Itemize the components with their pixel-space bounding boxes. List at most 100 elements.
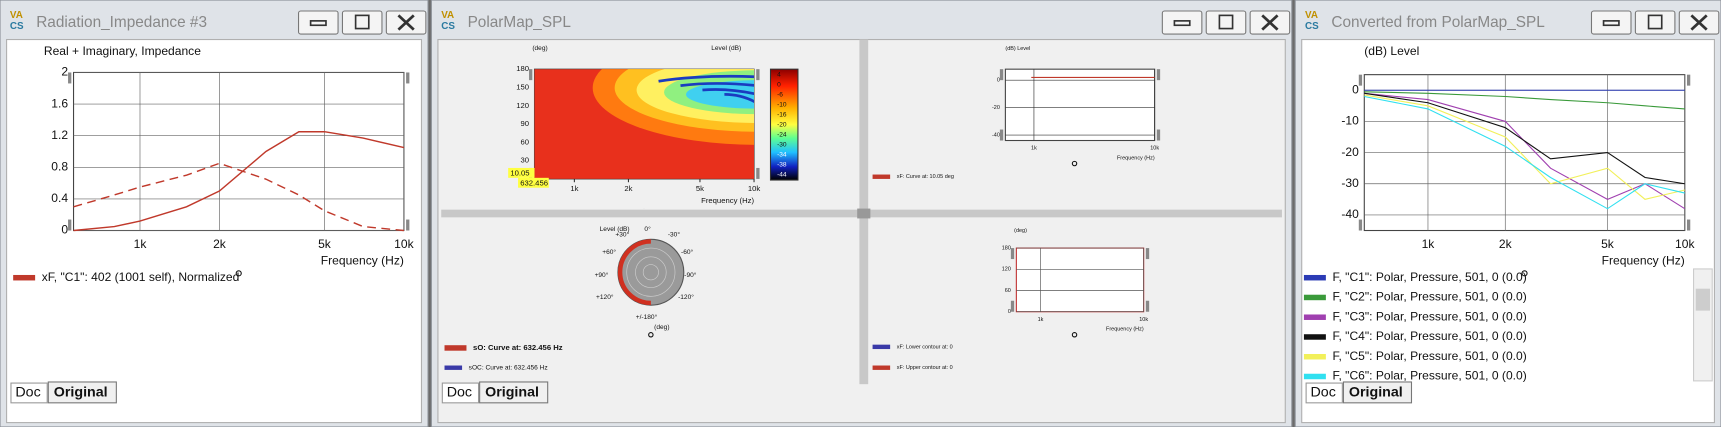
tab-label[interactable]: Doc (1311, 385, 1336, 401)
legend-label: sOC: Curve at: 632.456 Hz (469, 364, 548, 371)
chart-title: Real + Imaginary, Impedance (44, 44, 201, 58)
legend-swatch (872, 344, 891, 350)
legend-swatch (444, 365, 463, 370)
polar-title: Level (dB) (600, 226, 630, 233)
y-tick-label: 1.2 (51, 128, 68, 142)
heatmap-streak (680, 82, 755, 87)
cursor-marker (648, 332, 654, 338)
minimize-button[interactable] (1161, 10, 1203, 35)
legend-swatch (1303, 314, 1326, 320)
scrollbar-thumb[interactable] (1695, 288, 1711, 311)
legend-label: F, "C6": Polar, Pressure, 501, 0 (0.0) (1332, 369, 1526, 383)
y-tick-label: 60 (1005, 288, 1011, 294)
x-tick-label: 1k (1422, 237, 1436, 251)
maximize-button[interactable] (341, 10, 383, 35)
close-button[interactable] (1678, 10, 1720, 35)
resize-handle (406, 219, 410, 231)
cursor-marker (1071, 160, 1078, 167)
x-axis-label: Frequency (Hz) (1602, 253, 1685, 267)
data-line (1364, 91, 1685, 110)
tab[interactable] (47, 381, 117, 404)
scrollbar[interactable] (1693, 268, 1713, 382)
y-tick-label: 0 (997, 78, 1000, 84)
resize-handle (529, 69, 533, 81)
data-line (1364, 92, 1685, 185)
legend-swatch (444, 345, 467, 351)
polar-ring (626, 247, 676, 297)
minimize-button[interactable] (1590, 10, 1632, 35)
resize-handle (1358, 74, 1363, 86)
heatmap-streak (658, 74, 755, 83)
plot-area (1004, 68, 1156, 142)
tab-label[interactable]: Original (485, 385, 539, 401)
minimize-button[interactable] (1161, 10, 1203, 35)
x-axis-label: Frequency (Hz) (1106, 327, 1144, 333)
resize-handle (999, 69, 1004, 81)
legend-label: F, "C5": Polar, Pressure, 501, 0 (0.0) (1332, 349, 1526, 363)
colorbar-tick: -10 (777, 101, 787, 108)
colorbar-tick: -44 (777, 171, 787, 178)
y-tick-label: -40 (1341, 207, 1359, 221)
y-tick-label: 0 (1352, 82, 1359, 96)
y-tick-label: 180 (516, 64, 529, 73)
minimize-glyph (309, 20, 327, 27)
maximize-button[interactable] (1634, 10, 1676, 35)
y-tick-label: 30 (520, 156, 529, 165)
tab-label[interactable]: Doc (15, 385, 40, 401)
maximize-glyph (1647, 14, 1663, 30)
legend-label: F, "C2": Polar, Pressure, 501, 0 (0.0) (1332, 290, 1526, 304)
close-button[interactable] (385, 10, 427, 35)
polar-angle-label: +/-180° (636, 313, 658, 321)
legend-label: xF, "C1": 402 (1001 self), Normalized (42, 270, 240, 284)
minimize-button[interactable] (297, 10, 339, 35)
app-icon: CS (441, 21, 455, 32)
x-tick-label: 1k (1031, 146, 1037, 152)
legend-swatch (1303, 373, 1326, 380)
plot-area (72, 71, 405, 232)
tab-label[interactable]: Original (54, 385, 108, 401)
heatmap-band (686, 80, 755, 109)
legend-label: F, "C3": Polar, Pressure, 501, 0 (0.0) (1332, 309, 1526, 323)
x-tick-label: 2k (213, 237, 227, 251)
tab-label[interactable]: Doc (447, 385, 472, 401)
polar-angle-label: -60° (681, 248, 694, 256)
maximize-button[interactable] (1205, 10, 1247, 35)
maximize-button[interactable] (341, 10, 383, 35)
x-tick-label: 10k (748, 184, 761, 193)
polar-angle-label: +30° (615, 231, 629, 239)
tab[interactable] (10, 382, 48, 404)
window-title: PolarMap_SPL (468, 14, 572, 31)
y-tick-label: 120 (1002, 267, 1011, 273)
maximize-button[interactable] (1205, 10, 1247, 35)
y-tick-label: 0.8 (51, 159, 68, 173)
resize-handle (1156, 129, 1161, 141)
colorbar-label: Level (dB) (711, 45, 741, 52)
minimize-button[interactable] (1590, 10, 1632, 35)
data-line (1364, 94, 1685, 200)
y-tick-label: 0 (1008, 309, 1011, 315)
legend-swatch (1303, 334, 1326, 340)
maximize-button[interactable] (1634, 10, 1676, 35)
minimize-button[interactable] (297, 10, 339, 35)
colorbar-tick: 4 (777, 71, 781, 78)
tab[interactable] (441, 382, 480, 404)
maximize-glyph (354, 14, 370, 30)
cursor-readout: 632.456 (520, 178, 548, 187)
y-tick-label: 60 (520, 137, 529, 146)
tab-label[interactable]: Original (1349, 385, 1403, 401)
tab[interactable] (1342, 381, 1413, 404)
axis-unit: (dB) Level (1005, 46, 1030, 52)
cursor-highlight (508, 167, 535, 178)
close-glyph (1261, 14, 1279, 31)
resize-handle (1010, 248, 1015, 260)
close-button[interactable] (1249, 10, 1291, 35)
x-tick-label: 5k (696, 184, 704, 193)
x-tick-label: 5k (1601, 237, 1615, 251)
data-line (1364, 95, 1685, 210)
tab[interactable] (1305, 382, 1343, 404)
tab[interactable] (479, 381, 549, 404)
heatmap-streak (702, 88, 755, 96)
heatmap-streak (724, 93, 755, 103)
